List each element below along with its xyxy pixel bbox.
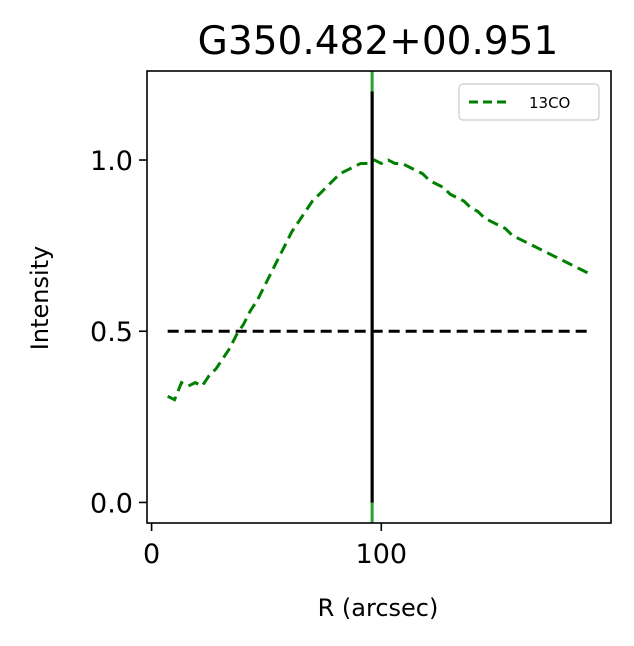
- y-tick-label: 1.0: [90, 146, 133, 177]
- plot-area: [167, 71, 589, 523]
- y-axis-label: Intensity: [26, 246, 54, 350]
- legend: 13CO: [458, 83, 600, 121]
- legend-box: [458, 83, 600, 121]
- x-axis-label: R (arcsec): [318, 594, 439, 622]
- legend-label: 13CO: [529, 94, 570, 112]
- axes: 0 100 0.0 0.5 1.0: [90, 70, 612, 570]
- x-tick-label: 100: [356, 539, 408, 570]
- series-line-1: [167, 158, 589, 402]
- axes-frame: [146, 70, 612, 524]
- y-tick-label: 0.5: [90, 317, 133, 348]
- y-tick-label: 0.0: [90, 488, 133, 519]
- x-tick-label: 0: [143, 539, 160, 570]
- chart-title: G350.482+00.951: [198, 19, 559, 64]
